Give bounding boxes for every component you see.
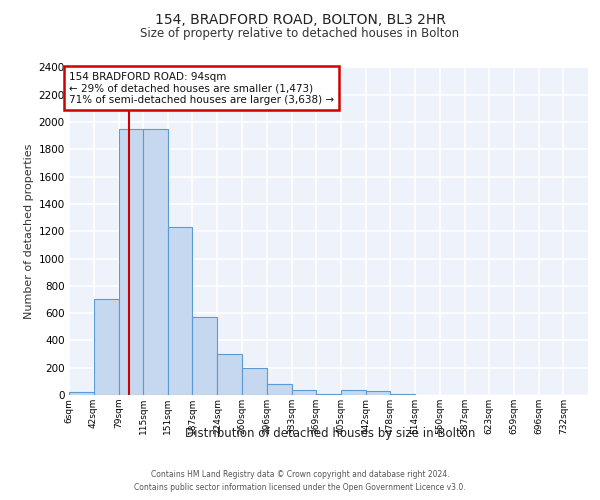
Bar [391,394,415,395]
Bar [242,368,266,395]
Bar [217,354,242,395]
Text: Contains HM Land Registry data © Crown copyright and database right 2024.
Contai: Contains HM Land Registry data © Crown c… [134,470,466,492]
Bar [266,384,292,395]
Text: Distribution of detached houses by size in Bolton: Distribution of detached houses by size … [185,428,475,440]
Bar [94,300,119,395]
Bar [316,394,341,395]
Bar [292,390,316,395]
Bar [366,391,391,395]
Y-axis label: Number of detached properties: Number of detached properties [25,144,34,319]
Bar [341,390,366,395]
Bar [119,129,143,395]
Text: Size of property relative to detached houses in Bolton: Size of property relative to detached ho… [140,28,460,40]
Text: 154, BRADFORD ROAD, BOLTON, BL3 2HR: 154, BRADFORD ROAD, BOLTON, BL3 2HR [155,12,445,26]
Text: 154 BRADFORD ROAD: 94sqm
← 29% of detached houses are smaller (1,473)
71% of sem: 154 BRADFORD ROAD: 94sqm ← 29% of detach… [69,72,334,105]
Bar [168,227,192,395]
Bar [69,392,94,395]
Bar [143,129,168,395]
Bar [192,316,217,395]
